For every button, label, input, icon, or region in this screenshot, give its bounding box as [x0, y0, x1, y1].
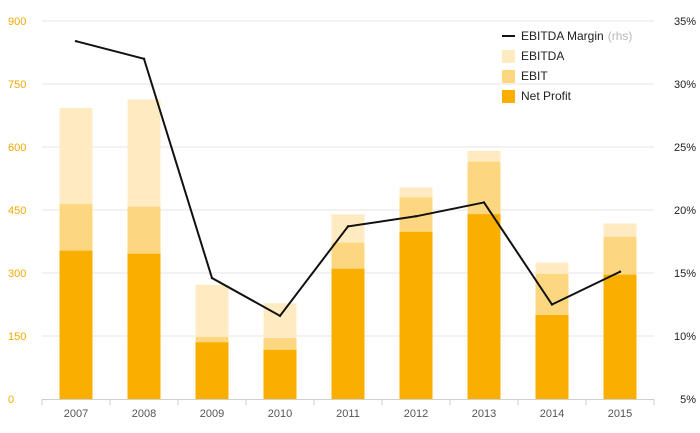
net-profit-bar	[467, 214, 501, 399]
legend-swatch-net-profit	[502, 90, 515, 103]
axes: 0 150 300 450 600 750 900 5% 10% 15% 20% 25% 30% 35% 2…	[8, 16, 696, 420]
y-left-tick-label: 300	[8, 268, 26, 280]
y-left-tick-label: 600	[8, 142, 26, 154]
legend-label-text: EBITDA	[521, 49, 564, 63]
ebitda-margin-point	[74, 39, 78, 43]
legend: EBITDA Margin (rhs) EBITDA EBIT Net Profit	[502, 29, 632, 103]
net-profit-bar	[59, 250, 93, 399]
x-tick-label: 2010	[268, 408, 292, 420]
ebitda-margin-point	[278, 314, 282, 318]
net-profit-bar	[535, 315, 569, 399]
y-right-tick-label: 5%	[680, 394, 696, 406]
x-tick-label: 2013	[472, 408, 496, 420]
y-left-tick-label: 900	[8, 16, 26, 28]
y-left-tick-label: 150	[8, 331, 26, 343]
y-right-tick-label: 25%	[674, 142, 696, 154]
x-tick-label: 2007	[64, 408, 88, 420]
y-right-tick-label: 35%	[674, 16, 696, 28]
legend-label-text: EBITDA Margin	[521, 29, 604, 43]
ebitda-margin-point	[346, 225, 350, 228]
legend-swatch-ebit	[502, 70, 515, 83]
ebitda-margin-point	[210, 276, 214, 280]
legend-label-suffix: (rhs)	[608, 29, 633, 43]
margin-line-layer	[74, 39, 622, 318]
y-left-tick-label: 450	[8, 205, 26, 217]
net-profit-bar	[331, 268, 365, 399]
ebitda-margin-point	[550, 303, 554, 306]
ebitda-margin-point	[618, 270, 622, 273]
y-left-tick-label: 0	[8, 394, 14, 406]
x-tick-label: 2015	[608, 408, 632, 420]
legend-label-text: EBIT	[521, 69, 548, 83]
net-profit-bar	[195, 342, 229, 399]
x-tick-label: 2014	[540, 408, 564, 420]
legend-label-text: Net Profit	[521, 89, 572, 103]
y-right-tick-label: 30%	[674, 79, 696, 91]
net-profit-bar	[399, 231, 433, 399]
x-tick-label: 2008	[132, 408, 156, 420]
bars	[59, 99, 637, 399]
x-tick-label: 2009	[200, 408, 224, 420]
y-right-tick-label: 15%	[674, 268, 696, 280]
y-left-tick-label: 750	[8, 79, 26, 91]
net-profit-bar	[603, 274, 637, 399]
x-tick-label: 2011	[336, 408, 360, 420]
y-right-tick-label: 10%	[674, 331, 696, 343]
x-tick-label: 2012	[404, 408, 428, 420]
net-profit-bar	[127, 253, 161, 399]
ebitda-margin-point	[142, 57, 146, 60]
legend-swatch-ebitda	[502, 50, 515, 63]
legend-label-ebitda-margin: EBITDA Margin (rhs)	[521, 29, 632, 43]
ebitda-margin-point	[482, 201, 486, 204]
ebitda-margin-point	[414, 215, 418, 218]
net-profit-bar	[263, 349, 297, 399]
y-right-tick-label: 20%	[674, 205, 696, 217]
legend-label-ebit: EBIT	[521, 69, 548, 83]
legend-label-net-profit: Net Profit	[521, 89, 572, 103]
legend-label-ebitda: EBITDA	[521, 49, 564, 63]
